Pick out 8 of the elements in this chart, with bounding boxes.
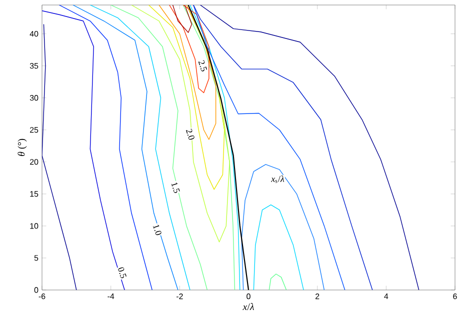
x-axis-title: x/λ <box>242 303 254 310</box>
y-axis-title: θ (°) <box>18 138 27 156</box>
annotation: 2.5 <box>198 60 208 72</box>
annotation: 2.0 <box>186 128 194 140</box>
annotation: 0.5 <box>118 267 126 278</box>
annotation: 1.0 <box>153 224 162 236</box>
annotation: 1.5 <box>171 182 180 193</box>
annotation: x$_{s}$/λ <box>271 176 284 183</box>
